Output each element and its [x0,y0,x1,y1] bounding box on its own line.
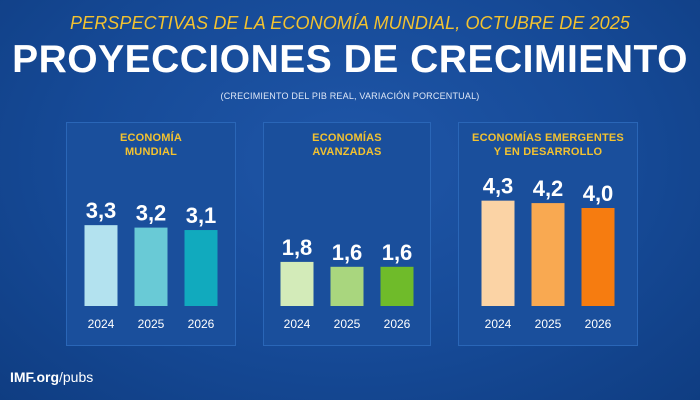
value-label: 1,8 [282,235,313,260]
panel-title-world-line1: ECONOMÍA [119,132,183,144]
panel-title-advanced-line2: AVANZADAS [312,146,382,158]
value-label: 1,6 [332,240,363,265]
panel-title-emerging-line1: ECONOMÍAS EMERGENTES [472,132,624,144]
bar-2025 [531,203,565,306]
chart-subtitle: PERSPECTIVAS DE LA ECONOMÍA MUNDIAL, OCT… [69,13,630,33]
year-tick-label: 2026 [384,317,411,331]
year-tick-label: 2026 [585,317,612,331]
footer-path: /pubs [59,369,94,385]
panel-advanced-economies: ECONOMÍAS AVANZADAS 1,8 2024 1,6 2025 1,6 202… [263,122,431,346]
bar-2024 [481,200,515,306]
value-label: 4,3 [483,174,514,199]
panel-emerging-economies: ECONOMÍAS EMERGENTES Y EN DESARROLLO 4,3… [458,122,638,346]
value-label: 3,1 [186,203,217,228]
bar-2026 [380,266,414,306]
panel-title-advanced: ECONOMÍAS AVANZADAS [264,131,430,159]
bar-2026 [184,230,218,306]
panel-title-world: ECONOMÍA MUNDIAL [67,131,235,159]
bar-chart-world: 3,3 2024 3,2 2025 3,1 2026 [84,198,218,331]
value-label: 3,3 [86,198,117,223]
value-label: 1,6 [382,240,413,265]
year-tick-label: 2024 [88,317,115,331]
bar-chart-emerging: 4,3 2024 4,2 2025 4,0 2026 [481,174,615,331]
bar-2026 [581,208,615,306]
year-tick-label: 2025 [535,317,562,331]
panel-title-emerging: ECONOMÍAS EMERGENTES Y EN DESARROLLO [459,131,637,159]
year-tick-label: 2026 [188,317,215,331]
year-tick-label: 2024 [284,317,311,331]
bar-chart-advanced: 1,8 2024 1,6 2025 1,6 2026 [280,235,414,331]
bar-2025 [330,266,364,306]
value-label: 3,2 [136,201,167,226]
panel-world-economy: ECONOMÍA MUNDIAL 3,3 2024 3,2 2025 3,1 2026 [66,122,236,346]
bar-2024 [84,225,118,306]
panel-title-emerging-line2: Y EN DESARROLLO [493,146,603,158]
value-label: 4,0 [583,181,614,206]
panel-title-world-line2: MUNDIAL [124,146,178,158]
footer-link[interactable]: IMF.org/pubs [10,369,93,385]
panel-title-advanced-line1: ECONOMÍAS [312,132,382,144]
year-tick-label: 2025 [334,317,361,331]
footer-site: IMF.org [10,369,59,385]
bar-2025 [134,227,168,306]
year-tick-label: 2025 [138,317,165,331]
value-label: 4,2 [533,176,564,201]
chart-note: (CRECIMIENTO DEL PIB REAL, VARIACIÓN POR… [220,91,480,101]
year-tick-label: 2024 [485,317,512,331]
chart-title: PROYECCIONES DE CRECIMIENTO [12,38,688,81]
bar-2024 [280,261,314,306]
